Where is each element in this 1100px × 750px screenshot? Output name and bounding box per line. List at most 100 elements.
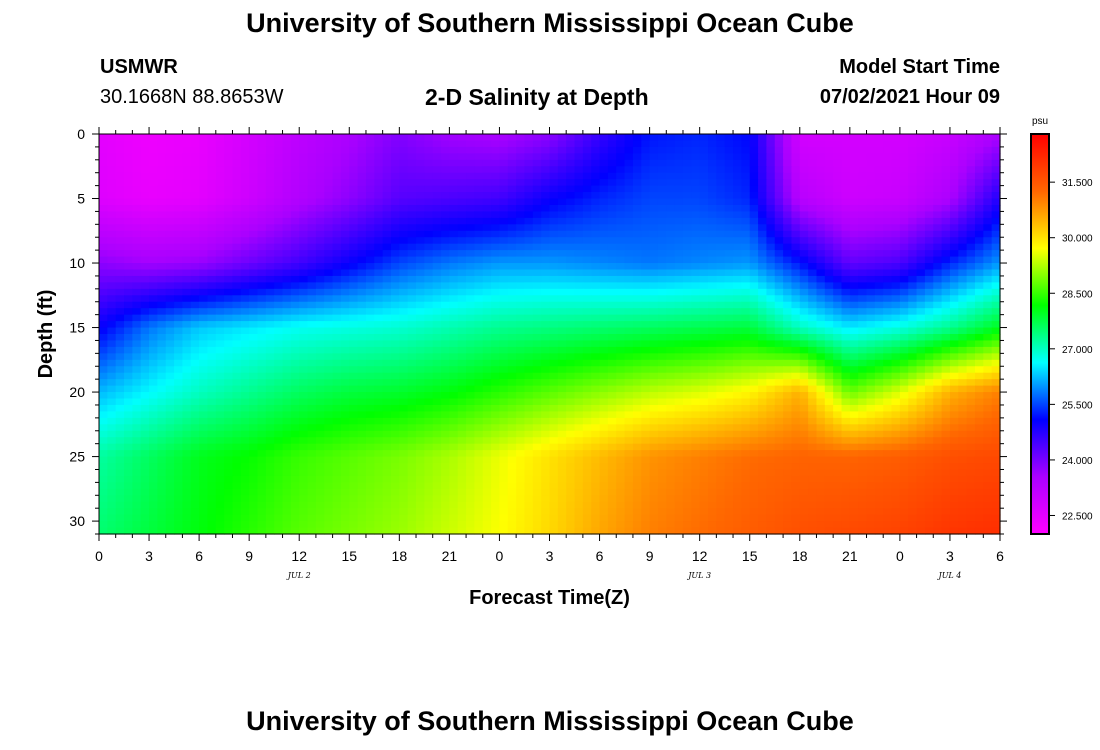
heatmap-cell	[432, 417, 442, 425]
heatmap-cell	[741, 237, 751, 245]
heatmap-cell	[833, 153, 843, 161]
heatmap-cell	[799, 314, 809, 322]
heatmap-cell	[841, 282, 851, 290]
heatmap-cell	[499, 166, 509, 174]
heatmap-cell	[532, 288, 542, 296]
heatmap-cell	[165, 411, 175, 419]
heatmap-cell	[332, 263, 342, 271]
heatmap-cell	[516, 411, 526, 419]
heatmap-cell	[257, 140, 267, 148]
heatmap-cell	[115, 217, 125, 225]
heatmap-cell	[416, 275, 425, 283]
heatmap-cell	[324, 166, 334, 174]
heatmap-cell	[532, 398, 542, 406]
heatmap-cell	[941, 359, 951, 367]
heatmap-cell	[666, 146, 676, 154]
heatmap-cell	[232, 243, 242, 251]
heatmap-cell	[265, 385, 275, 393]
heatmap-cell	[416, 379, 425, 387]
heatmap-cell	[983, 372, 993, 380]
heatmap-cell	[190, 398, 200, 406]
heatmap-cell	[716, 146, 726, 154]
heatmap-cell	[866, 366, 876, 374]
heatmap-cell	[958, 353, 968, 361]
heatmap-cell	[382, 250, 392, 258]
heatmap-cell	[724, 159, 734, 167]
heatmap-cell	[457, 224, 467, 232]
heatmap-cell	[249, 327, 259, 335]
heatmap-cell	[357, 282, 367, 290]
heatmap-cell	[716, 340, 726, 348]
heatmap-cell	[557, 359, 567, 367]
heatmap-cell	[941, 153, 951, 161]
heatmap-cell	[132, 379, 142, 387]
heatmap-cell	[182, 359, 192, 367]
heatmap-cell	[941, 379, 951, 387]
heatmap-cell	[616, 301, 626, 309]
heatmap-cell	[257, 153, 267, 161]
heatmap-cell	[524, 243, 534, 251]
heatmap-cell	[958, 230, 968, 238]
heatmap-cell	[883, 308, 893, 316]
heatmap-cell	[507, 424, 517, 432]
heatmap-cell	[991, 372, 1001, 380]
heatmap-cell	[733, 334, 742, 342]
heatmap-cell	[124, 353, 133, 361]
heatmap-cell	[365, 314, 375, 322]
heatmap-cell	[265, 269, 275, 277]
heatmap-cell	[374, 334, 384, 342]
heatmap-cell	[699, 359, 709, 367]
heatmap-cell	[891, 237, 901, 245]
heatmap-cell	[774, 198, 784, 206]
heatmap-cell	[849, 379, 859, 387]
heatmap-cell	[340, 334, 350, 342]
heatmap-cell	[207, 404, 217, 413]
heatmap-cell	[858, 411, 868, 419]
heatmap-cell	[949, 211, 959, 219]
heatmap-cell	[766, 366, 776, 374]
heatmap-cell	[791, 172, 801, 180]
heatmap-cell	[758, 192, 768, 200]
heatmap-cell	[449, 217, 459, 225]
heatmap-cell	[566, 224, 576, 232]
heatmap-cell	[682, 217, 692, 225]
heatmap-cell	[124, 366, 133, 374]
heatmap-cell	[407, 301, 417, 309]
heatmap-cell	[249, 166, 259, 174]
heatmap-cell	[532, 256, 542, 264]
heatmap-cell	[249, 430, 259, 438]
heatmap-cell	[315, 166, 325, 174]
heatmap-cell	[899, 146, 909, 154]
heatmap-cell	[624, 404, 634, 413]
heatmap-cell	[908, 153, 918, 161]
heatmap-cell	[574, 275, 584, 283]
heatmap-cell	[299, 353, 309, 361]
heatmap-cell	[399, 379, 409, 387]
heatmap-cell	[424, 224, 434, 232]
heatmap-cell	[874, 146, 884, 154]
heatmap-cell	[374, 404, 384, 413]
heatmap-cell	[808, 321, 818, 329]
heatmap-cell	[591, 211, 601, 219]
heatmap-cell	[282, 411, 292, 419]
heatmap-cell	[357, 334, 367, 342]
heatmap-cell	[933, 159, 943, 167]
heatmap-cell	[858, 243, 868, 251]
heatmap-cell	[491, 224, 501, 232]
heatmap-cell	[416, 243, 425, 251]
heatmap-cell	[207, 275, 217, 283]
heatmap-cell	[124, 398, 133, 406]
heatmap-cell	[616, 153, 626, 161]
heatmap-cell	[516, 334, 526, 342]
heatmap-cell	[774, 288, 784, 296]
heatmap-cell	[632, 153, 642, 161]
heatmap-cell	[424, 379, 434, 387]
heatmap-cell	[983, 185, 993, 193]
heatmap-cell	[733, 340, 742, 348]
heatmap-cell	[632, 198, 642, 206]
heatmap-cell	[908, 321, 918, 329]
heatmap-cell	[557, 166, 567, 174]
heatmap-cell	[407, 269, 417, 277]
heatmap-cell	[741, 314, 751, 322]
heatmap-cell	[641, 308, 651, 316]
